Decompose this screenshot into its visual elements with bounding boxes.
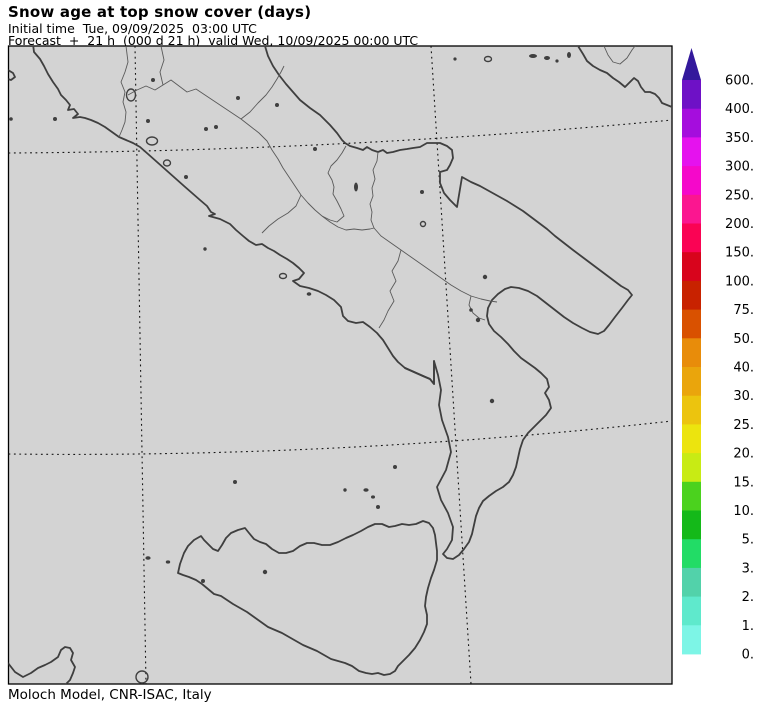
city-and-island-dots xyxy=(9,52,571,583)
tunisia-coastline xyxy=(8,646,76,684)
colorbar-tick-label: 40. xyxy=(733,361,754,376)
lake-bracciano xyxy=(162,159,172,167)
colorbar-segment xyxy=(682,137,701,167)
colorbar-tick-label: 250. xyxy=(725,188,754,203)
ustica-island xyxy=(233,480,237,484)
colorbar-tick-label: 15. xyxy=(733,475,754,490)
colorbar-segment xyxy=(682,280,701,310)
colorbar-tick-label: 100. xyxy=(725,274,754,289)
colorbar-tick-label: 25. xyxy=(733,418,754,433)
ischia-island xyxy=(278,272,288,280)
colorbar-tick-label: 600. xyxy=(725,74,754,89)
region-borders xyxy=(118,46,636,329)
colorbar-segment xyxy=(682,166,701,196)
colorbar-segment xyxy=(682,108,701,138)
colorbar-segment xyxy=(682,567,701,597)
page-title: Snow age at top snow cover (days) xyxy=(8,3,312,21)
colorbar-tick-label: 300. xyxy=(725,160,754,175)
colorbar-segment xyxy=(682,510,701,540)
colorbar-segment xyxy=(682,481,701,511)
adriatic-islet-ring xyxy=(483,55,493,63)
colorbar-tick-label: 50. xyxy=(733,332,754,347)
colorbar-segment xyxy=(682,309,701,339)
balkan-coastline xyxy=(577,46,672,108)
colorbar-segment xyxy=(682,539,701,569)
italy-mainland-coastline xyxy=(32,46,633,560)
colorbar-tick-label: 2. xyxy=(742,590,754,605)
colorbar-tick-label: 3. xyxy=(742,561,754,576)
colorbar-tick-label: 10. xyxy=(733,504,754,519)
graticule-gridlines xyxy=(8,46,672,684)
lake-matese-blob xyxy=(354,182,358,192)
colorbar-segment xyxy=(682,596,701,626)
colorbar-segment xyxy=(682,453,701,483)
colorbar-tick-label: 30. xyxy=(733,389,754,404)
model-credit-caption: Moloch Model, CNR-ISAC, Italy xyxy=(8,687,212,703)
palermo-dot xyxy=(262,569,268,575)
balkan-inland-border xyxy=(603,46,636,65)
colorbar-segment xyxy=(682,80,701,110)
forecast-valid-line: Forecast + 21 h (000 d 21 h) valid Wed, … xyxy=(8,32,419,48)
coastlines xyxy=(8,46,672,684)
parallel-line-south xyxy=(8,420,672,455)
colorbar-tick-label: 20. xyxy=(733,447,754,462)
colorbar-segment xyxy=(682,625,701,655)
colorbar-legend: 600. 400. 350. 300. 250. 200. 150. 100. 75. 50. 40… xyxy=(682,48,754,663)
colorbar-tick-label: 5. xyxy=(742,533,754,548)
colorbar-segment xyxy=(682,367,701,397)
pantelleria-island xyxy=(135,670,149,684)
colorbar-tick-label: 150. xyxy=(725,246,754,261)
colorbar-overflow-arrow xyxy=(682,48,701,80)
capri-island xyxy=(306,292,312,296)
meridian-line-east xyxy=(430,46,472,684)
colorbar-tick-label: 400. xyxy=(725,102,754,117)
colorbar-tick-label: 200. xyxy=(725,217,754,232)
colorbar-segment xyxy=(682,252,701,282)
lake-trasimeno xyxy=(125,88,137,102)
colorbar-segment xyxy=(682,338,701,368)
sicily-coastline xyxy=(177,520,438,676)
calabria-west-coast xyxy=(404,360,435,385)
colorbar-segment xyxy=(682,395,701,425)
initial-time-line: Initial time Tue, 09/09/2025 03:00 UTC xyxy=(8,20,257,36)
colorbar-tick-label: 350. xyxy=(725,131,754,146)
colorbar-tick-label: 75. xyxy=(733,303,754,318)
lakes xyxy=(125,55,493,684)
map-frame xyxy=(7,45,673,685)
colorbar-segment xyxy=(682,223,701,253)
stromboli-island xyxy=(393,465,397,469)
meridian-line-west xyxy=(134,46,147,684)
colorbar-segment xyxy=(682,424,701,454)
elba-island-fragment xyxy=(8,69,16,81)
small-lake xyxy=(419,220,427,228)
cosenza-dot xyxy=(489,398,495,404)
colorbar-tick-label: 0. xyxy=(742,648,754,663)
parallel-line-north xyxy=(8,119,672,154)
colorbar-segment xyxy=(682,194,701,224)
lake-bolsena xyxy=(145,136,159,146)
colorbar-tick-label: 1. xyxy=(742,619,754,634)
